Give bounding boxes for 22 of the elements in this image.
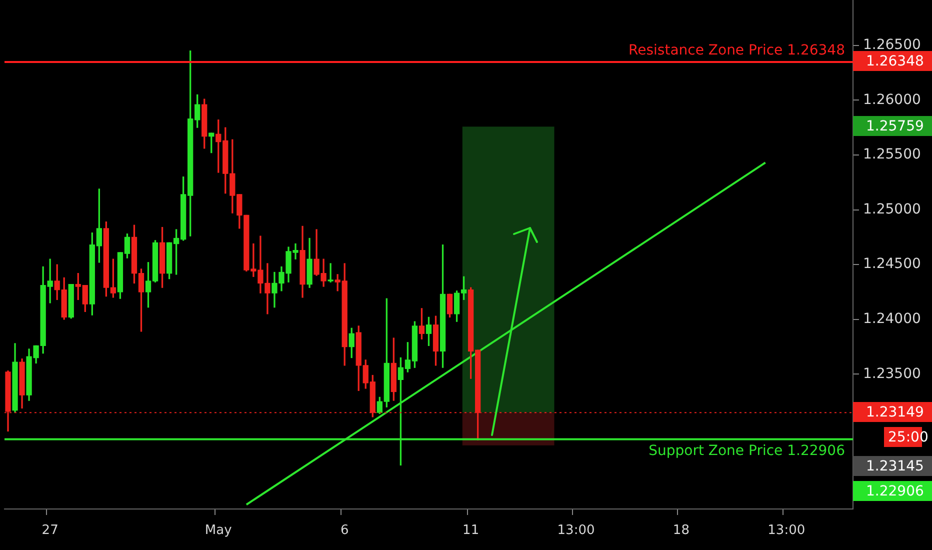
y-tick-label: 1.25500 <box>863 146 921 163</box>
y-tick-label: 1.26000 <box>863 92 921 108</box>
y-tick-label: 1.24500 <box>863 256 921 272</box>
text: 1.22906 <box>866 484 924 500</box>
x-tick-label: 6 <box>340 523 349 538</box>
text: 1.23149 <box>866 404 924 421</box>
x-tick-label: May <box>204 523 232 538</box>
y-tick-label: 1.25000 <box>863 201 921 218</box>
y-tick-label: 1.26500 <box>863 36 921 53</box>
x-tick-label: 13:00 <box>557 523 595 538</box>
text: 1.23145 <box>866 458 924 475</box>
x-tick-label: 27 <box>42 523 58 538</box>
text: 1.25759 <box>866 118 924 135</box>
y-tick-label: 1.23500 <box>863 366 921 382</box>
x-tick-label: 11 <box>462 523 480 538</box>
ref-line-label: Support Zone Price 1.22906 <box>648 442 846 459</box>
x-tick-label: 18 <box>672 523 690 538</box>
y-tick-label: 1.24000 <box>863 311 921 328</box>
x-tick-label: 13:00 <box>768 523 806 538</box>
text: 1.26348 <box>866 54 924 70</box>
candlestick <box>328 263 334 282</box>
ref-line-label: Resistance Zone Price 1.26348 <box>628 42 845 59</box>
